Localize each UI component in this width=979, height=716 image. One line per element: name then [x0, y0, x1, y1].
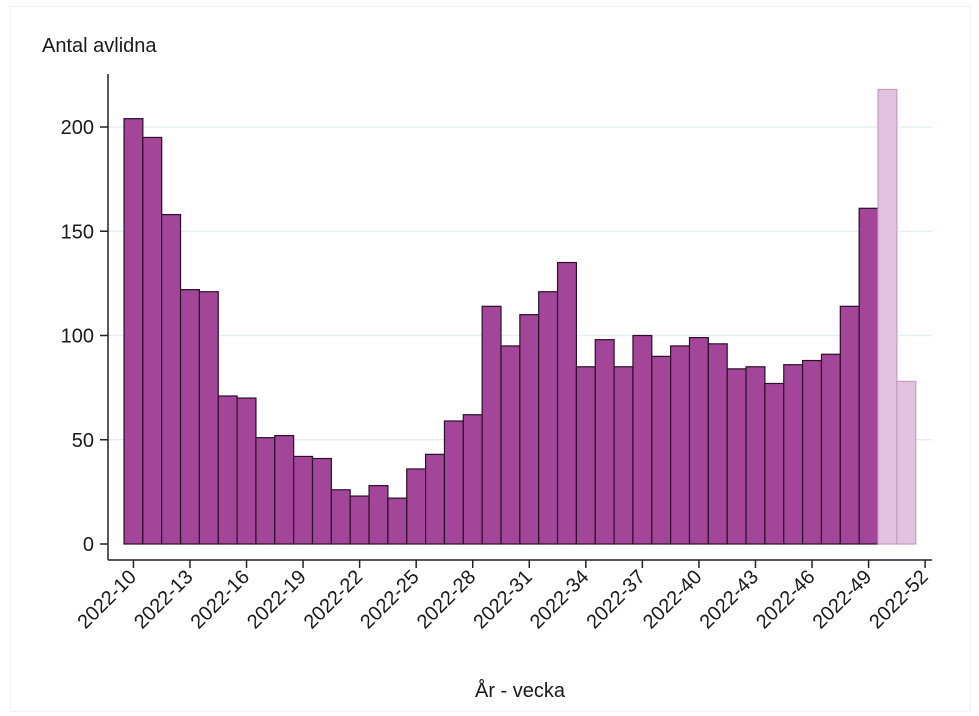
bar [198, 291, 219, 545]
bar [575, 366, 596, 545]
bar [764, 382, 785, 545]
bar [801, 359, 823, 545]
bar [594, 339, 615, 545]
x-tick-label: 2022-52 [865, 566, 932, 633]
y-tick-label: 100 [61, 326, 94, 348]
x-tick-label: 2022-22 [300, 566, 367, 633]
x-tick-label: 2022-13 [130, 566, 197, 633]
x-tick-label: 2022-40 [639, 566, 706, 633]
bar [519, 314, 540, 545]
bar [858, 207, 879, 545]
x-ticks: 2022-102022-132022-162022-192022-222022-… [73, 560, 933, 633]
bar [688, 336, 709, 545]
bar [425, 453, 446, 545]
x-tick-label: 2022-43 [696, 566, 763, 633]
x-tick-label: 2022-37 [582, 566, 649, 633]
bar [707, 343, 728, 545]
bar [613, 366, 634, 545]
bar-preliminary [877, 88, 898, 545]
x-tick-label: 2022-34 [526, 566, 593, 633]
x-tick-label: 2022-28 [413, 566, 480, 633]
bar [481, 305, 502, 545]
bar [745, 366, 766, 545]
y-tick-label: 200 [61, 117, 94, 139]
bar [783, 364, 804, 545]
y-ticks: 0 50 100 150 200 [61, 117, 108, 556]
bar [123, 118, 144, 545]
bar [651, 355, 672, 545]
bar [161, 213, 182, 545]
y-axis-title: Antal avlidna [42, 35, 157, 57]
bar [670, 345, 691, 545]
bar [255, 437, 276, 545]
bar [406, 468, 427, 545]
bar [443, 420, 464, 545]
bar [217, 395, 238, 545]
x-tick-label: 2022-46 [752, 566, 819, 633]
bar [726, 368, 747, 545]
bar [500, 345, 521, 545]
y-tick-label: 0 [83, 534, 94, 556]
bar [368, 485, 389, 545]
chart-frame [10, 6, 971, 712]
bar [349, 495, 370, 545]
x-tick-label: 2022-49 [809, 566, 876, 633]
bar [538, 291, 559, 545]
bar [274, 434, 295, 545]
bar [387, 497, 408, 545]
bar [839, 305, 860, 545]
bar [179, 289, 201, 545]
bars [123, 88, 917, 545]
bar [311, 457, 332, 545]
x-tick-label: 2022-16 [187, 566, 254, 633]
bar [236, 397, 257, 545]
y-tick-label: 150 [61, 221, 94, 243]
axes [107, 74, 932, 561]
x-tick-label: 2022-25 [356, 566, 423, 633]
bar-preliminary [896, 380, 917, 545]
bar [632, 334, 653, 545]
bar [142, 136, 163, 545]
y-tick-label: 50 [72, 430, 94, 452]
bar [293, 455, 314, 545]
x-tick-label: 2022-31 [469, 566, 536, 633]
x-axis-title: År - vecka [475, 679, 566, 702]
bar [330, 489, 351, 545]
x-tick-label: 2022-10 [73, 566, 140, 633]
bar [556, 261, 577, 545]
x-tick-label: 2022-19 [243, 566, 310, 633]
bar [820, 353, 841, 545]
bar [462, 414, 483, 545]
